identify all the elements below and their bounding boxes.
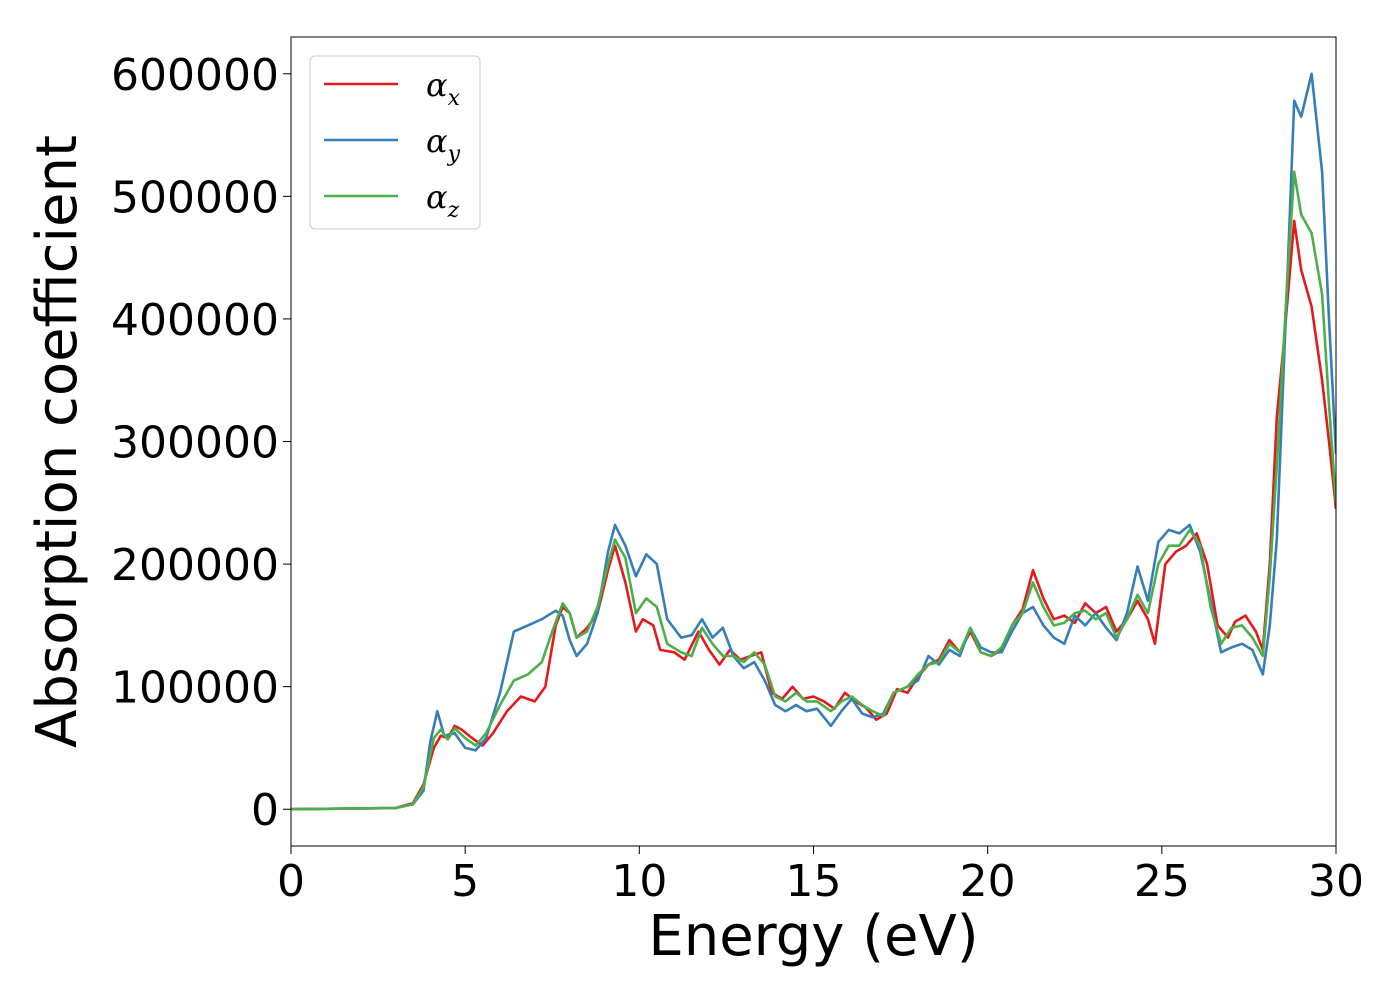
x-tick-label: 30 bbox=[1308, 856, 1364, 907]
y-tick-label: 400000 bbox=[111, 295, 279, 346]
x-tick-label: 25 bbox=[1134, 856, 1190, 907]
x-tick-label: 20 bbox=[960, 856, 1016, 907]
x-tick-label: 5 bbox=[451, 856, 479, 907]
series-line-z bbox=[291, 170, 1336, 811]
y-tick-label: 500000 bbox=[111, 172, 279, 223]
legend-label-y: αy bbox=[426, 122, 461, 167]
y-tick-label: 200000 bbox=[111, 540, 279, 591]
legend-label-x: αx bbox=[426, 66, 461, 111]
legend-box bbox=[309, 55, 481, 230]
series-line-x bbox=[291, 219, 1336, 811]
x-axis-label: Energy (eV) bbox=[648, 904, 978, 969]
y-tick-label: 100000 bbox=[111, 663, 279, 714]
series-layer bbox=[291, 72, 1336, 811]
legend: αx αy αz bbox=[309, 55, 481, 230]
x-tick-label: 10 bbox=[611, 856, 667, 907]
x-tick-label: 15 bbox=[786, 856, 842, 907]
y-tick-label: 600000 bbox=[111, 50, 279, 101]
x-tick-label: 0 bbox=[277, 856, 305, 907]
y-tick-label: 300000 bbox=[111, 418, 279, 469]
y-tick-label: 0 bbox=[251, 785, 279, 836]
tick-layer: 0 5 10 15 20 25 30 0 100000 200000 300000 400000 500… bbox=[111, 50, 1364, 907]
y-axis-label: Absorption coefficient bbox=[25, 135, 90, 748]
legend-label-z: αz bbox=[426, 178, 460, 223]
